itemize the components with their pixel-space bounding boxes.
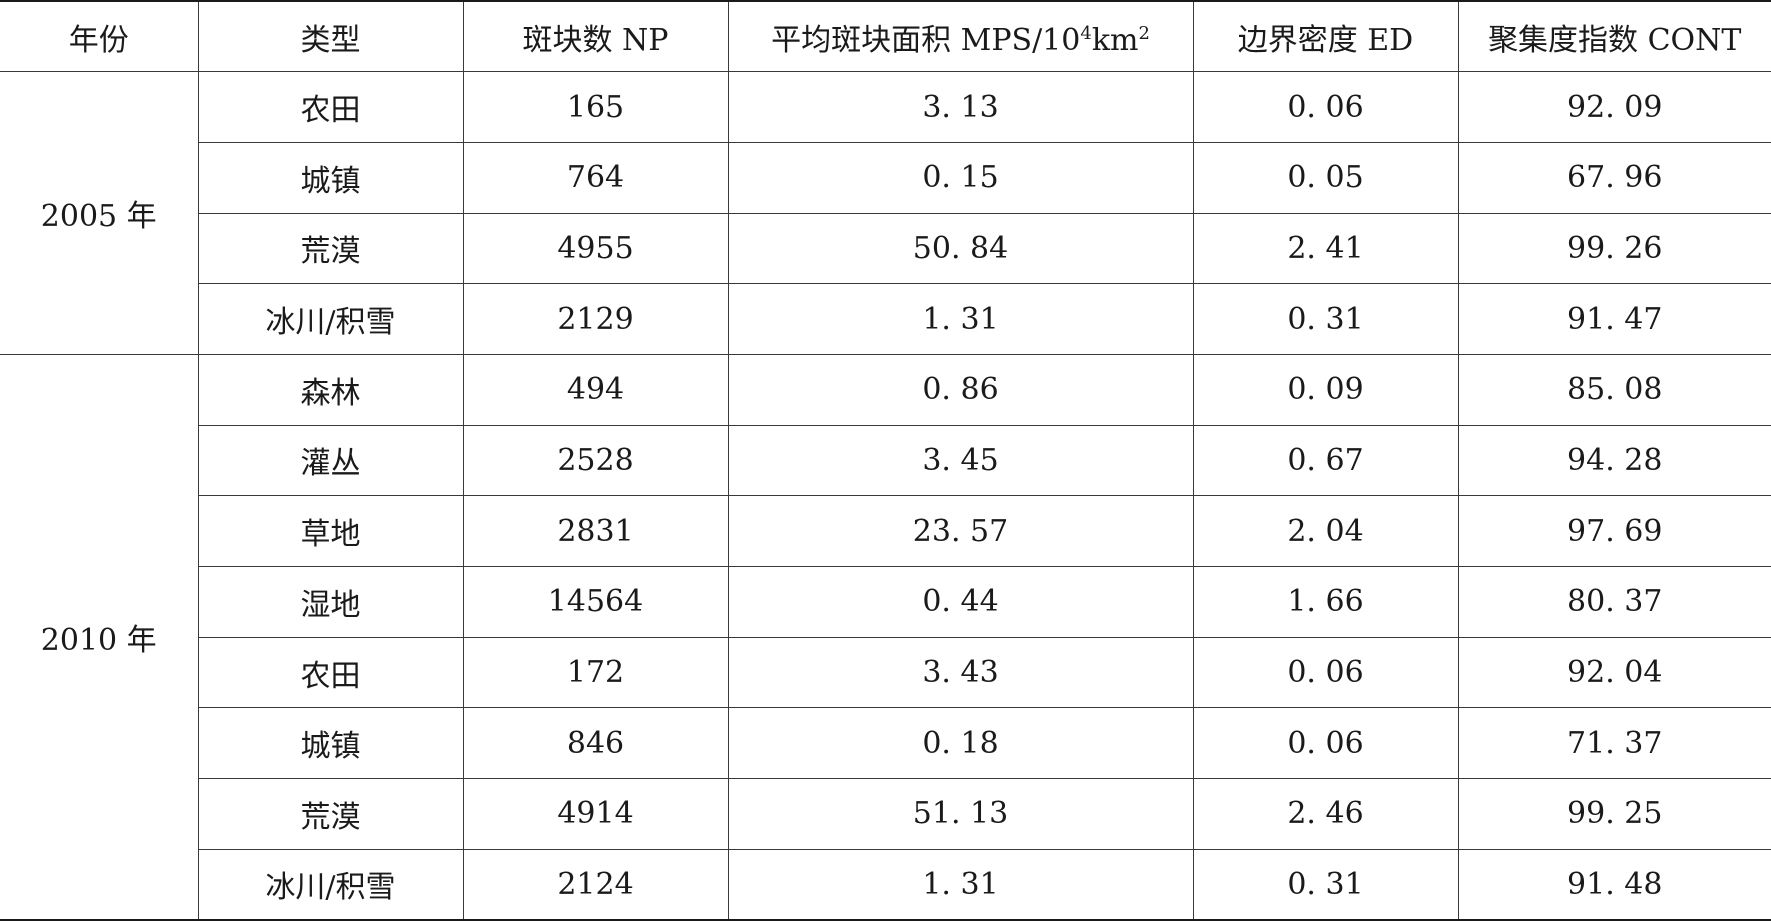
cont-cell: 71. 37 (1457, 707, 1771, 780)
type-cell: 农田 (198, 636, 464, 709)
np-cell: 2129 (462, 283, 729, 355)
type-cell: 灌丛 (198, 424, 464, 497)
type-cell: 冰川/积雪 (198, 848, 464, 921)
header-row: 年份 类型 斑块数 NP 平均斑块面积 MPS/104km2 边界密度 ED 聚… (0, 0, 1771, 73)
ed-cell: 2. 04 (1192, 495, 1459, 567)
cont-cell: 91. 48 (1457, 848, 1771, 921)
header-ed: 边界密度 ED (1192, 0, 1459, 73)
ed-cell: 0. 31 (1192, 848, 1459, 921)
np-cell: 494 (462, 353, 729, 426)
np-cell: 846 (462, 707, 729, 780)
ed-cell: 0. 06 (1192, 636, 1459, 709)
header-mps-exponent: 4 (1080, 22, 1092, 44)
header-type: 类型 (197, 0, 464, 73)
type-cell: 荒漠 (198, 778, 464, 850)
table-row: 荒漠 4914 51. 13 2. 46 99. 25 (0, 778, 1771, 850)
type-cell: 湿地 (198, 566, 464, 638)
table-row: 冰川/积雪 2124 1. 31 0. 31 91. 48 (0, 848, 1771, 921)
type-cell: 森林 (197, 353, 464, 426)
table-row: 灌丛 2528 3. 45 0. 67 94. 28 (0, 424, 1771, 497)
np-cell: 2528 (462, 424, 729, 497)
mps-cell: 0. 15 (727, 141, 1194, 214)
year-cell: 2005 年 (0, 71, 199, 355)
np-cell: 764 (462, 141, 729, 214)
table-row: 荒漠 4955 50. 84 2. 41 99. 26 (0, 212, 1771, 285)
table-row: 2005 年农田 165 3. 13 0. 06 92. 09 (0, 71, 1771, 355)
np-cell: 4955 (462, 212, 729, 285)
mps-cell: 1. 31 (727, 283, 1194, 355)
ed-cell: 1. 66 (1192, 566, 1459, 638)
cont-cell: 92. 04 (1457, 636, 1771, 709)
mps-cell: 0. 44 (727, 566, 1194, 638)
cont-cell: 99. 25 (1457, 778, 1771, 850)
header-year: 年份 (0, 0, 199, 73)
type-cell: 草地 (198, 495, 464, 567)
type-cell: 冰川/积雪 (198, 283, 464, 355)
ed-cell: 0. 67 (1192, 424, 1459, 497)
ed-cell: 2. 41 (1192, 212, 1459, 285)
type-cell: 荒漠 (198, 212, 464, 285)
header-mps: 平均斑块面积 MPS/104km2 (727, 0, 1194, 73)
cont-cell: 97. 69 (1457, 495, 1771, 567)
mps-cell: 50. 84 (727, 212, 1194, 285)
cont-cell: 99. 26 (1457, 212, 1771, 285)
ed-cell: 0. 06 (1192, 707, 1459, 780)
cont-cell: 94. 28 (1457, 424, 1771, 497)
ed-cell: 0. 09 (1192, 353, 1459, 426)
table-row: 农田 172 3. 43 0. 06 92. 04 (0, 636, 1771, 709)
np-cell: 14564 (462, 566, 729, 638)
cont-cell: 91. 47 (1457, 283, 1771, 355)
mps-cell: 1. 31 (727, 848, 1194, 921)
table-row: 城镇 846 0. 18 0. 06 71. 37 (0, 707, 1771, 780)
table-row: 湿地 14564 0. 44 1. 66 80. 37 (0, 566, 1771, 638)
ed-cell: 2. 46 (1192, 778, 1459, 850)
type-cell: 城镇 (198, 707, 464, 780)
header-np: 斑块数 NP (462, 0, 729, 73)
table-row: 草地 2831 23. 57 2. 04 97. 69 (0, 495, 1771, 567)
mps-cell: 3. 13 (727, 71, 1194, 143)
ed-cell: 0. 06 (1192, 71, 1459, 143)
table-row: 冰川/积雪 2129 1. 31 0. 31 91. 47 (0, 283, 1771, 355)
header-mps-unit-exponent: 2 (1138, 22, 1150, 44)
mps-cell: 0. 18 (727, 707, 1194, 780)
np-cell: 4914 (462, 778, 729, 850)
header-mps-prefix: 平均斑块面积 MPS/10 (771, 22, 1081, 58)
mps-cell: 3. 43 (727, 636, 1194, 709)
ed-cell: 0. 05 (1192, 141, 1459, 214)
header-cont: 聚集度指数 CONT (1457, 0, 1771, 73)
ed-cell: 0. 31 (1192, 283, 1459, 355)
np-cell: 2124 (462, 848, 729, 921)
type-cell: 农田 (197, 71, 464, 143)
header-mps-unit: km (1091, 22, 1139, 58)
mps-cell: 23. 57 (727, 495, 1194, 567)
np-cell: 2831 (462, 495, 729, 567)
cont-cell: 67. 96 (1457, 141, 1771, 214)
mps-cell: 51. 13 (727, 778, 1194, 850)
cont-cell: 92. 09 (1457, 71, 1771, 143)
mps-cell: 3. 45 (727, 424, 1194, 497)
year-cell: 2010 年 (0, 353, 199, 921)
mps-cell: 0. 86 (727, 353, 1194, 426)
np-cell: 172 (462, 636, 729, 709)
table-row: 2010 年森林 494 0. 86 0. 09 85. 08 (0, 353, 1771, 921)
table-body: 2005 年农田 165 3. 13 0. 06 92. 09 城镇 764 0. 15 0. … (0, 71, 1771, 921)
type-cell: 城镇 (198, 141, 464, 214)
cont-cell: 85. 08 (1457, 353, 1771, 426)
np-cell: 165 (462, 71, 729, 143)
table-row: 城镇 764 0. 15 0. 05 67. 96 (0, 141, 1771, 214)
cont-cell: 80. 37 (1457, 566, 1771, 638)
